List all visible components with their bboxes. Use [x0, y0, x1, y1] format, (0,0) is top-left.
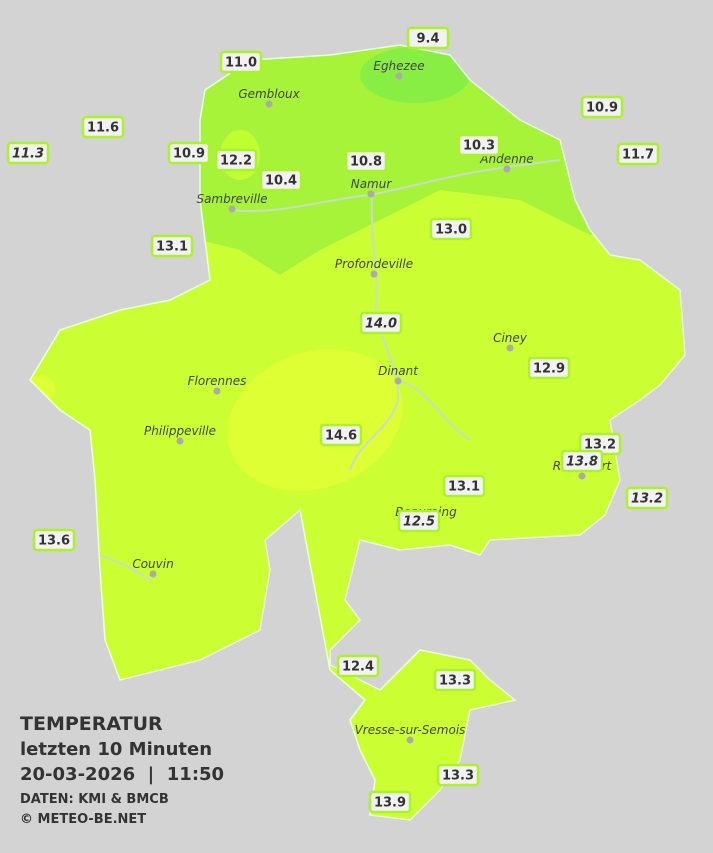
station-value: 11.3	[12, 147, 44, 162]
station-value: 12.9	[533, 362, 565, 377]
city-dot	[503, 165, 511, 173]
station-box	[150, 234, 194, 258]
city-dot	[506, 344, 514, 352]
station-box	[214, 148, 258, 172]
city-dot	[395, 72, 403, 80]
station-box	[433, 668, 477, 692]
legend-title: TEMPERATUR	[20, 713, 163, 735]
station-value: 12.2	[220, 154, 252, 169]
station-box	[580, 95, 624, 119]
station-value: 10.9	[586, 101, 618, 116]
station-value: 12.4	[342, 660, 374, 675]
city-dot	[176, 437, 184, 445]
station-box	[319, 423, 363, 447]
station-box	[368, 790, 412, 814]
station-box	[336, 654, 380, 678]
station-value: 14.6	[325, 429, 357, 444]
station-value: 13.1	[156, 240, 188, 255]
station-box	[6, 141, 50, 165]
station-value: 11.0	[225, 56, 257, 71]
station-value: 10.3	[463, 139, 495, 154]
station-box	[81, 115, 125, 139]
city-dot	[265, 100, 273, 108]
station-value: 13.0	[435, 223, 467, 238]
city-dot	[228, 205, 236, 213]
station-box	[167, 141, 211, 165]
station-box	[616, 142, 660, 166]
station-box	[625, 486, 669, 510]
station-box	[32, 528, 76, 552]
city-dot	[406, 736, 414, 744]
city-dot	[367, 190, 375, 198]
station-value: 13.3	[439, 674, 471, 689]
station-box	[560, 449, 604, 473]
station-box	[397, 509, 441, 533]
city-label: Eghezee	[373, 59, 424, 73]
city-dot	[149, 570, 157, 578]
station-value: 13.2	[584, 438, 616, 453]
station-box	[527, 356, 571, 380]
legend-timestamp: 20-03-2026 | 11:50	[20, 764, 224, 785]
station-value: 13.1	[448, 480, 480, 495]
city-label: Dinant	[378, 364, 419, 378]
city-label: Profondeville	[335, 257, 413, 271]
station-value: 12.5	[403, 515, 435, 530]
station-value: 14.0	[365, 317, 397, 332]
station-value: 10.9	[173, 147, 205, 162]
station-value: 13.9	[374, 796, 406, 811]
city-label: Ciney	[493, 331, 528, 345]
legend-period: letzten 10 Minuten	[20, 739, 212, 760]
city-label: Couvin	[132, 557, 173, 571]
station-value: 13.3	[442, 769, 474, 784]
station-value: 10.4	[265, 174, 297, 189]
city-label: Namur	[351, 177, 393, 191]
city-label: Philippeville	[144, 424, 216, 438]
station-value: 11.7	[622, 148, 654, 163]
station-value: 13.2	[631, 492, 663, 507]
station-value: 13.8	[566, 455, 598, 470]
station-value: 13.6	[38, 534, 70, 549]
station-box	[406, 26, 450, 50]
station-box	[457, 133, 501, 157]
city-dot	[370, 270, 378, 278]
city-dot	[394, 377, 402, 385]
station-box	[442, 474, 486, 498]
city-label: Florennes	[188, 374, 247, 388]
station-value: 9.4	[416, 32, 439, 47]
field-coolest	[360, 47, 470, 103]
station-box	[429, 217, 473, 241]
station-value: 11.6	[87, 121, 119, 136]
station-value: 10.8	[350, 155, 382, 170]
city-dot	[213, 387, 221, 395]
station-layer: 9.4 11.0 10.9 11.6 11.3 10.9 12.2 10.3 11.7 10.8 1…	[6, 26, 669, 814]
station-box	[219, 50, 263, 74]
city-label: Sambreville	[196, 192, 267, 206]
city-label: Gembloux	[238, 87, 300, 101]
field-warm	[227, 349, 403, 491]
legend-source: DATEN: KMI & BMCB	[20, 792, 169, 807]
station-box	[259, 168, 303, 192]
station-box	[359, 311, 403, 335]
city-dot	[578, 472, 586, 480]
legend-copyright: © METEO-BE.NET	[20, 812, 146, 827]
station-box	[344, 149, 388, 173]
city-label: Vresse-sur-Semois	[355, 723, 466, 737]
station-box	[436, 763, 480, 787]
